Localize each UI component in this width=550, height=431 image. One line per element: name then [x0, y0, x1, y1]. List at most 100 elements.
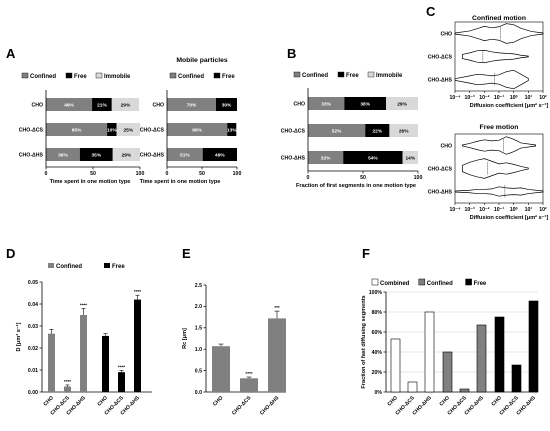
bar-free	[344, 97, 387, 110]
category-label: CHO-ΔCS	[19, 128, 44, 134]
legend-label-immobile: Immobile	[104, 74, 131, 80]
legend-label-confined: Confined	[30, 74, 56, 80]
chart-f-fast-fraction-bars: 0% 20% 40% 60% 80% 100%Fraction of fast diffu…	[361, 278, 539, 417]
bar-immobile	[112, 148, 140, 161]
legend-label-free: Free	[474, 281, 487, 287]
y-tick-label: 0.02	[28, 346, 38, 352]
y-tick-label: 0%	[375, 390, 383, 396]
bar-value-label: 29%	[121, 102, 131, 108]
significance-stars: ***	[274, 305, 280, 310]
bar-confined	[80, 315, 87, 392]
panel-label-f: F	[362, 246, 370, 261]
bar-confined	[308, 124, 366, 137]
bar-free	[343, 151, 403, 164]
legend-label-free: Free	[346, 73, 359, 79]
category-label: CHO-ΔHS	[140, 153, 165, 159]
bar-free	[118, 372, 125, 392]
legend-label-immobile: Immobile	[376, 73, 403, 79]
bar-value-label: 10%	[107, 127, 117, 133]
legend-swatch-immobile	[367, 71, 375, 78]
significance-stars: ****	[118, 364, 125, 369]
x-tick-label: 10⁻²	[479, 207, 490, 213]
x-axis-label: Fraction of first segments in one motion…	[296, 183, 416, 189]
bar-value-label: 49%	[215, 152, 225, 158]
bar-value-label: 33%	[321, 101, 331, 107]
bar-confined	[46, 148, 80, 161]
bar-free	[528, 300, 539, 393]
bar-confined	[46, 123, 108, 136]
chart-d-diffusion-bars: 0.00 0.01 0.02 0.03 0.04 0.05 D [μm² s⁻¹] Confi…	[15, 263, 152, 417]
bar-value-label: 29%	[397, 101, 407, 107]
chart-a-mobile-particles: Mobile particles Confined Free CHO 70% 30% CHO…	[140, 57, 242, 185]
chart-e-rc-bars: 0.0 0.5 1.0 1.5 2.0 2.5 Rc [μm] CHO **** CHO-ΔCS *…	[182, 283, 286, 417]
legend-label-confined: Confined	[302, 73, 328, 79]
legend-swatch-confined	[418, 278, 426, 286]
y-tick-label: 1.5	[195, 326, 202, 332]
x-category-label: CHO	[439, 395, 451, 407]
bar-rc	[240, 378, 258, 392]
category-label: CHO-ΔHS	[281, 156, 306, 162]
y-axis-label: Fraction of fast diffusing segments	[361, 295, 367, 388]
legend-label-confined: Confined	[178, 74, 204, 80]
chart-a-all-particles: Confined Free Immobile CHO 49% 21% 29% CHO-ΔCS 6…	[19, 72, 145, 185]
significance-stars: ****	[80, 302, 87, 307]
violin-cho	[454, 23, 544, 44]
bar-confined	[46, 98, 93, 111]
x-tick-label: 50	[199, 171, 205, 177]
bar-free	[365, 124, 390, 137]
bar-value-label: 65%	[72, 127, 82, 133]
bar-value-label: 51%	[180, 152, 190, 158]
x-category-label: CHO	[43, 395, 55, 407]
x-tick-label: 0	[166, 171, 169, 177]
bar-free	[202, 148, 237, 161]
bar-value-label: 38%	[360, 101, 370, 107]
chart-title: Free motion	[480, 124, 519, 131]
legend-swatch-free	[104, 263, 110, 268]
bar-confined	[167, 148, 203, 161]
legend-swatch-free	[213, 72, 221, 79]
y-tick-label: 40%	[372, 350, 383, 356]
legend-swatch-confined	[293, 71, 301, 78]
chart-c-free-violins: Free motion CHO CHO-ΔCS CHO-ΔHS 10⁻⁴ 10⁻³ 10⁻²…	[428, 124, 549, 221]
y-axis-label: Rc [μm]	[182, 328, 188, 349]
y-tick-label: 0.00	[28, 390, 38, 396]
x-tick-label: 10⁻⁴	[449, 95, 461, 101]
chart-title: Mobile particles	[176, 57, 228, 64]
legend-swatch-free	[65, 72, 73, 79]
x-tick-label: 0	[45, 171, 48, 177]
x-category-label: CHO-ΔHS	[412, 395, 434, 417]
bar-value-label: 30%	[222, 102, 232, 108]
panel-label-a: A	[6, 46, 16, 61]
category-label: CHO-ΔHS	[428, 190, 453, 196]
bar-value-label: 52%	[332, 128, 342, 134]
y-axis-label: D [μm² s⁻¹]	[15, 322, 22, 351]
x-tick-label: 100	[233, 171, 242, 177]
bar-immobile	[402, 151, 418, 164]
y-tick-label: 2.0	[195, 304, 202, 310]
x-category-label: CHO	[491, 395, 503, 407]
x-tick-label: 10⁻³	[465, 207, 476, 213]
legend-label-free: Free	[222, 74, 235, 80]
panel-label-c: C	[426, 4, 436, 19]
y-tick-label: 0.04	[28, 302, 38, 308]
bar-immobile	[111, 98, 140, 111]
significance-stars: ****	[64, 379, 71, 384]
significance-stars: ****	[134, 289, 141, 294]
legend-label-combined: Combined	[380, 281, 410, 287]
bar-confined	[48, 333, 55, 392]
bar-value-label: 29%	[122, 152, 132, 158]
bar-free	[102, 335, 109, 392]
y-tick-label: 0.05	[28, 280, 38, 286]
x-axis-label: Diffusion coefficient [μm² s⁻¹]	[470, 214, 549, 221]
x-axis-label: Time spent in one motion type	[140, 179, 221, 185]
category-label: CHO	[31, 103, 43, 109]
violin-cho-cs	[461, 49, 529, 64]
category-label: CHO-ΔCS	[428, 167, 453, 173]
legend-swatch-free	[337, 71, 345, 78]
x-tick-label: 100	[136, 171, 145, 177]
chart-title: Confined motion	[472, 15, 526, 22]
y-tick-label: 0.5	[195, 368, 202, 374]
bar-free	[511, 364, 522, 393]
bar-rc	[212, 346, 230, 392]
panel-label-d: D	[6, 246, 15, 261]
